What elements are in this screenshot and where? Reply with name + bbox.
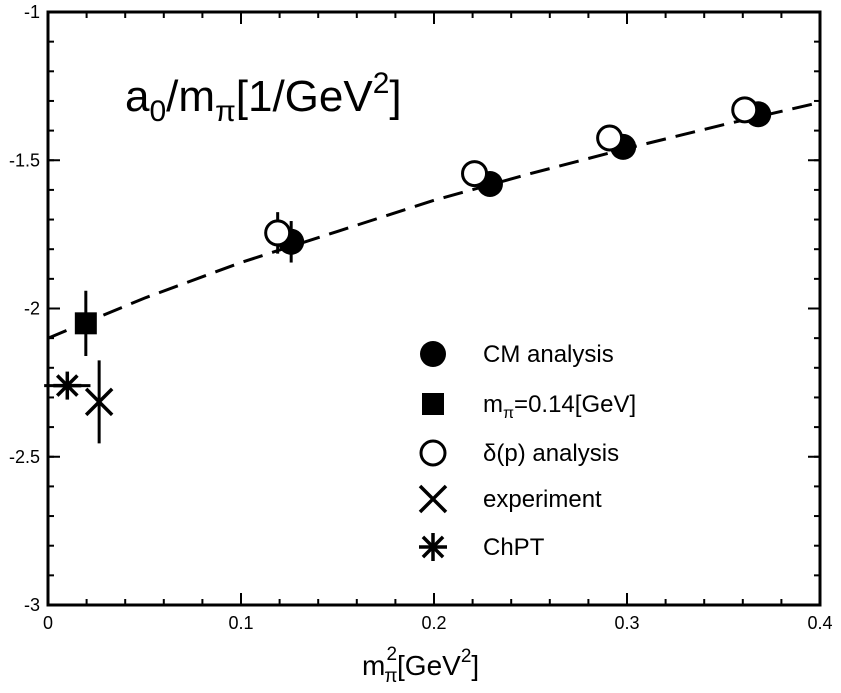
x-tick-label: 0.3: [614, 613, 639, 633]
data-point-open-circle: [461, 160, 489, 188]
fit-curve: [47, 100, 821, 340]
x-tick-label: 0.4: [807, 613, 832, 633]
marker-filled-circle: [420, 341, 446, 367]
xlabel-mid: [GeV: [397, 650, 461, 681]
legend-label-delta: δ(p) analysis: [483, 440, 619, 467]
title-mid: /m: [166, 72, 215, 121]
marker-asterisk-stroke: [55, 374, 79, 397]
legend: CM analysis mπ=0.14[GeV] δ(p) analysis e…: [418, 341, 636, 561]
title-sub1: 0: [149, 95, 166, 128]
ticks-layer: 0 0.1 0.2 0.3 0.4 -1 -1.5 -2 -2.5 -3: [9, 2, 833, 633]
data-point-open-circle: [731, 96, 759, 124]
title-sub2: π: [215, 95, 236, 128]
xlabel-sub: π: [384, 666, 397, 687]
y-tick-label: -2.5: [9, 447, 40, 467]
marks-layer: [44, 96, 772, 444]
marker-open-circle: [731, 96, 759, 124]
marker-filled-square: [74, 312, 97, 335]
title-end: ]: [389, 72, 401, 121]
data-point-asterisk: [53, 371, 82, 400]
legend-label-mpi-rest: =0.14[GeV]: [514, 391, 636, 418]
title-sup: 2: [373, 67, 390, 100]
y-tick-label: -1: [24, 2, 40, 22]
legend-marker-open-circle: [419, 439, 447, 467]
legend-label-experiment: experiment: [483, 486, 602, 513]
legend-label-mpi-main: m: [483, 391, 503, 418]
legend-marker-filled-circle: [420, 341, 446, 367]
title-main: a: [125, 72, 150, 121]
legend-marker-asterisk: [419, 533, 447, 561]
marker-filled-square: [422, 393, 444, 415]
marker-open-circle: [264, 219, 292, 247]
data-point-cross: [84, 387, 114, 417]
legend-marker-filled-square: [422, 393, 444, 415]
xlabel-sup2: 2: [461, 646, 472, 667]
title-tail: [1/GeV: [236, 72, 374, 121]
y-tick-label: -3: [24, 595, 40, 615]
marker-open-circle: [596, 124, 624, 152]
marker-cross-stroke: [418, 484, 448, 514]
xlabel-main: m: [362, 650, 385, 681]
fit-layer: [47, 100, 821, 340]
x-tick-label: 0.2: [421, 613, 446, 633]
legend-label-cm: CM analysis: [483, 341, 614, 368]
x-tick-label: 0.1: [228, 613, 253, 633]
legend-label-mpi: mπ=0.14[GeV]: [483, 391, 636, 422]
xlabel-sup1: 2: [386, 644, 397, 665]
legend-markers: [418, 341, 448, 561]
x-axis-label: mπ2[GeV2]: [362, 644, 479, 687]
x-tick-label: 0: [43, 613, 53, 633]
legend-label-mpi-sub: π: [503, 405, 514, 422]
data-point-filled-square: [74, 312, 97, 335]
marker-cross-stroke: [84, 387, 114, 417]
marker-open-circle: [419, 439, 447, 467]
data-point-open-circle: [596, 124, 624, 152]
xlabel-end: ]: [471, 650, 479, 681]
legend-marker-cross: [418, 484, 448, 514]
legend-label-chpt: ChPT: [483, 534, 545, 561]
chart-title: a0/mπ[1/GeV2]: [125, 67, 402, 128]
data-point-open-circle: [264, 219, 292, 247]
marker-open-circle: [461, 160, 489, 188]
y-tick-label: -2: [24, 299, 40, 319]
y-tick-label: -1.5: [9, 150, 40, 170]
marker-asterisk-stroke: [421, 535, 445, 559]
